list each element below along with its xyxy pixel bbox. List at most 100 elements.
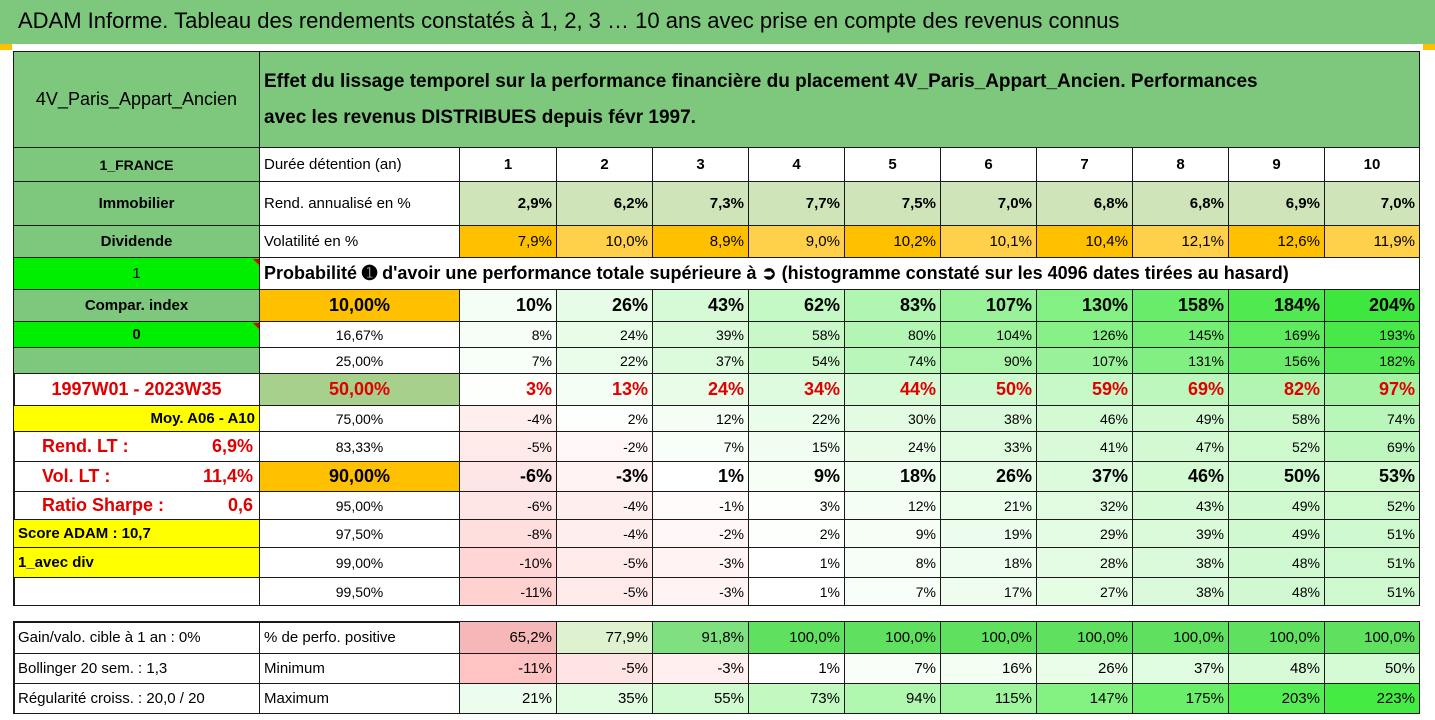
quantile-value: 46%: [1133, 462, 1229, 492]
selector-1[interactable]: 1: [14, 258, 260, 290]
quantile-value: 24%: [653, 374, 749, 406]
quantile-value: 47%: [1133, 432, 1229, 462]
quantile-label: 10,00%: [260, 290, 460, 322]
maximum-label: Maximum: [260, 684, 460, 714]
quantile-value: 90%: [941, 348, 1037, 374]
vol-label: Volatilité en %: [260, 226, 460, 258]
quantile-value: 7%: [460, 348, 557, 374]
vol-value: 10,1%: [941, 226, 1037, 258]
quantile-value: 7%: [653, 432, 749, 462]
quantile-value: 49%: [1229, 492, 1325, 520]
quantile-value: -5%: [557, 578, 653, 606]
quantile-value: 51%: [1325, 548, 1420, 578]
quantile-value: 13%: [557, 374, 653, 406]
minimum-left: Bollinger 20 sem. : 1,3: [14, 654, 260, 684]
country-label: 1_FRANCE: [14, 148, 260, 182]
quantile-value: 184%: [1229, 290, 1325, 322]
moy-label: Moy. A06 - A10: [14, 406, 260, 432]
maximum-value: 73%: [749, 684, 845, 714]
positive-perf-label: % de perfo. positive: [260, 622, 460, 654]
years-label: Durée détention (an): [260, 148, 460, 182]
positive-perf-value: 100,0%: [941, 622, 1037, 654]
positive-perf-value: 100,0%: [1325, 622, 1420, 654]
quantile-value: 51%: [1325, 578, 1420, 606]
quantile-value: -4%: [460, 406, 557, 432]
minimum-value: 16%: [941, 654, 1037, 684]
rend-lt-label: Rend. LT :: [42, 436, 129, 456]
quantile-value: 38%: [1133, 548, 1229, 578]
positive-perf-value: 91,8%: [653, 622, 749, 654]
quantile-value: -4%: [557, 492, 653, 520]
quantile-value: 53%: [1325, 462, 1420, 492]
quantile-value: 51%: [1325, 520, 1420, 548]
quantile-label: 16,67%: [260, 322, 460, 348]
minimum-value: 50%: [1325, 654, 1420, 684]
year-header: 10: [1325, 148, 1420, 182]
quantile-value: 54%: [749, 348, 845, 374]
vol-value: 12,6%: [1229, 226, 1325, 258]
positive-perf-value: 100,0%: [1037, 622, 1133, 654]
year-header: 5: [845, 148, 941, 182]
positive-perf-left: Gain/valo. cible à 1 an : 0%: [14, 622, 260, 654]
quantile-value: 9%: [749, 462, 845, 492]
sharpe-ratio: Ratio Sharpe : 0,6: [14, 492, 260, 520]
quantile-value: 48%: [1229, 548, 1325, 578]
quantile-value: -2%: [557, 432, 653, 462]
quantile-label: 75,00%: [260, 406, 460, 432]
quantile-value: 33%: [941, 432, 1037, 462]
quantile-value: 193%: [1325, 322, 1420, 348]
quantile-value: 46%: [1037, 406, 1133, 432]
maximum-value: 147%: [1037, 684, 1133, 714]
period-label: 1997W01 - 2023W35: [14, 374, 260, 406]
quantile-value: 82%: [1229, 374, 1325, 406]
maximum-value: 175%: [1133, 684, 1229, 714]
maximum-value: 21%: [460, 684, 557, 714]
quantile-value: -11%: [460, 578, 557, 606]
rend-label: Rend. annualisé en %: [260, 182, 460, 226]
quantile-value: 49%: [1229, 520, 1325, 548]
quantile-label: 83,33%: [260, 432, 460, 462]
maximum-value: 115%: [941, 684, 1037, 714]
minimum-value: 7%: [845, 654, 941, 684]
quantile-value: 49%: [1133, 406, 1229, 432]
rend-value: 6,2%: [557, 182, 653, 226]
asset-label: Immobilier: [14, 182, 260, 226]
selector-0[interactable]: 0: [14, 322, 260, 348]
quantile-value: 158%: [1133, 290, 1229, 322]
year-header: 7: [1037, 148, 1133, 182]
quantile-value: 37%: [653, 348, 749, 374]
positive-perf-value: 65,2%: [460, 622, 557, 654]
maximum-value: 94%: [845, 684, 941, 714]
fund-name: 4V_Paris_Appart_Ancien: [14, 52, 260, 148]
quantile-value: -5%: [557, 548, 653, 578]
quantile-value: 69%: [1325, 432, 1420, 462]
quantile-value: 3%: [749, 492, 845, 520]
quantile-value: 34%: [749, 374, 845, 406]
quantile-value: 74%: [845, 348, 941, 374]
quantile-label: 50,00%: [260, 374, 460, 406]
positive-perf-value: 100,0%: [1133, 622, 1229, 654]
blank-cell: [14, 578, 260, 606]
minimum-value: -3%: [653, 654, 749, 684]
vol-value: 9,0%: [749, 226, 845, 258]
quantile-value: 17%: [941, 578, 1037, 606]
quantile-value: 12%: [653, 406, 749, 432]
quantile-value: 32%: [1037, 492, 1133, 520]
quantile-value: -8%: [460, 520, 557, 548]
sharpe-ratio-value: 0,6: [227, 495, 253, 515]
comment-marker: [253, 259, 259, 265]
blank-cell: [14, 348, 260, 374]
maximum-value: 55%: [653, 684, 749, 714]
vol-lt-label: Vol. LT :: [42, 466, 111, 486]
quantile-label: 97,50%: [260, 520, 460, 548]
quantile-value: -10%: [460, 548, 557, 578]
quantile-value: 43%: [653, 290, 749, 322]
year-header: 2: [557, 148, 653, 182]
quantile-value: 131%: [1133, 348, 1229, 374]
quantile-value: 44%: [845, 374, 941, 406]
quantile-label: 99,50%: [260, 578, 460, 606]
quantile-value: 22%: [557, 348, 653, 374]
positive-perf-value: 100,0%: [1229, 622, 1325, 654]
quantile-value: 2%: [749, 520, 845, 548]
quantile-value: 104%: [941, 322, 1037, 348]
